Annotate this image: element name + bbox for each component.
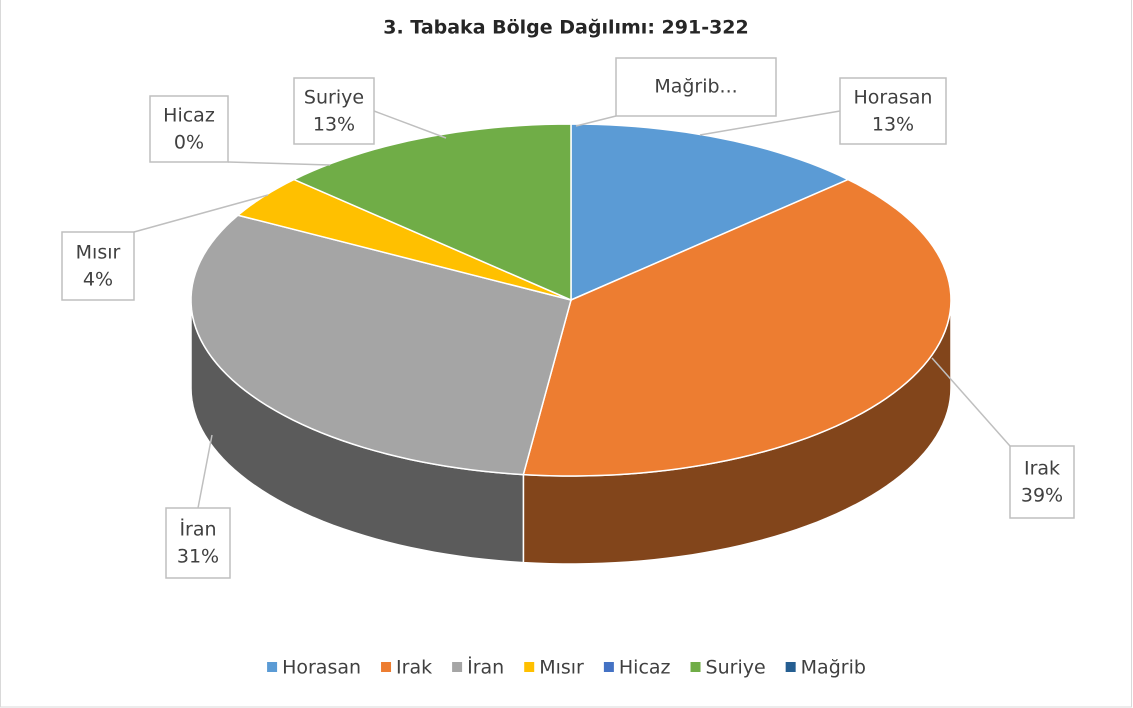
legend-label: Mağrib <box>801 657 866 679</box>
legend-label: Irak <box>396 657 432 679</box>
slice <box>522 178 952 477</box>
data-label-box <box>149 95 229 163</box>
data-label-name: Suriye <box>304 87 364 109</box>
legend-swatch <box>452 662 463 672</box>
chart-title: 3. Tabaka Bölge Dağılımı: 291-322 <box>383 17 749 39</box>
data-label-box <box>1009 445 1075 519</box>
data-label-name: Irak <box>1024 458 1060 480</box>
legend-label: Suriye <box>706 657 766 679</box>
data-label-box <box>165 507 231 579</box>
leader-line <box>133 194 269 233</box>
legend-swatch <box>267 662 278 672</box>
data-label-name: Mağrib... <box>654 76 737 98</box>
legend-label: İran <box>467 656 504 679</box>
legend-swatch <box>524 662 535 672</box>
legend-swatch <box>690 662 701 672</box>
data-label-box <box>839 77 947 145</box>
legend-label: Hicaz <box>619 657 671 679</box>
leader-line <box>227 161 331 166</box>
data-label-box <box>61 231 135 301</box>
slice <box>570 123 850 302</box>
legend-swatch <box>381 662 392 672</box>
legend: Horasan Irak İran Mısır Hicaz Suriye Mağrib <box>267 656 866 679</box>
data-label-value: 0% <box>174 132 204 154</box>
slice <box>190 214 572 476</box>
data-label-name: İran <box>179 518 216 541</box>
leader-line <box>373 110 447 139</box>
slice <box>292 123 572 302</box>
data-label-value: 13% <box>313 114 355 136</box>
leader-line <box>197 434 213 509</box>
legend-swatch <box>603 662 614 672</box>
data-label-name: Hicaz <box>163 105 215 127</box>
legend-label: Horasan <box>282 657 361 679</box>
leader-line <box>699 110 841 136</box>
leader-line <box>931 357 1011 447</box>
data-label-name: Mısır <box>76 242 121 264</box>
data-label-value: 31% <box>177 546 219 568</box>
legend-swatch <box>785 662 796 672</box>
data-label-value: 39% <box>1021 485 1063 507</box>
data-label-box <box>293 77 375 145</box>
data-label-value: 13% <box>872 114 914 136</box>
data-label-value: 4% <box>83 269 113 291</box>
data-label-box <box>615 57 777 117</box>
data-label-name: Horasan <box>854 87 933 109</box>
leader-line <box>575 115 617 127</box>
legend-label: Mısır <box>539 657 584 679</box>
